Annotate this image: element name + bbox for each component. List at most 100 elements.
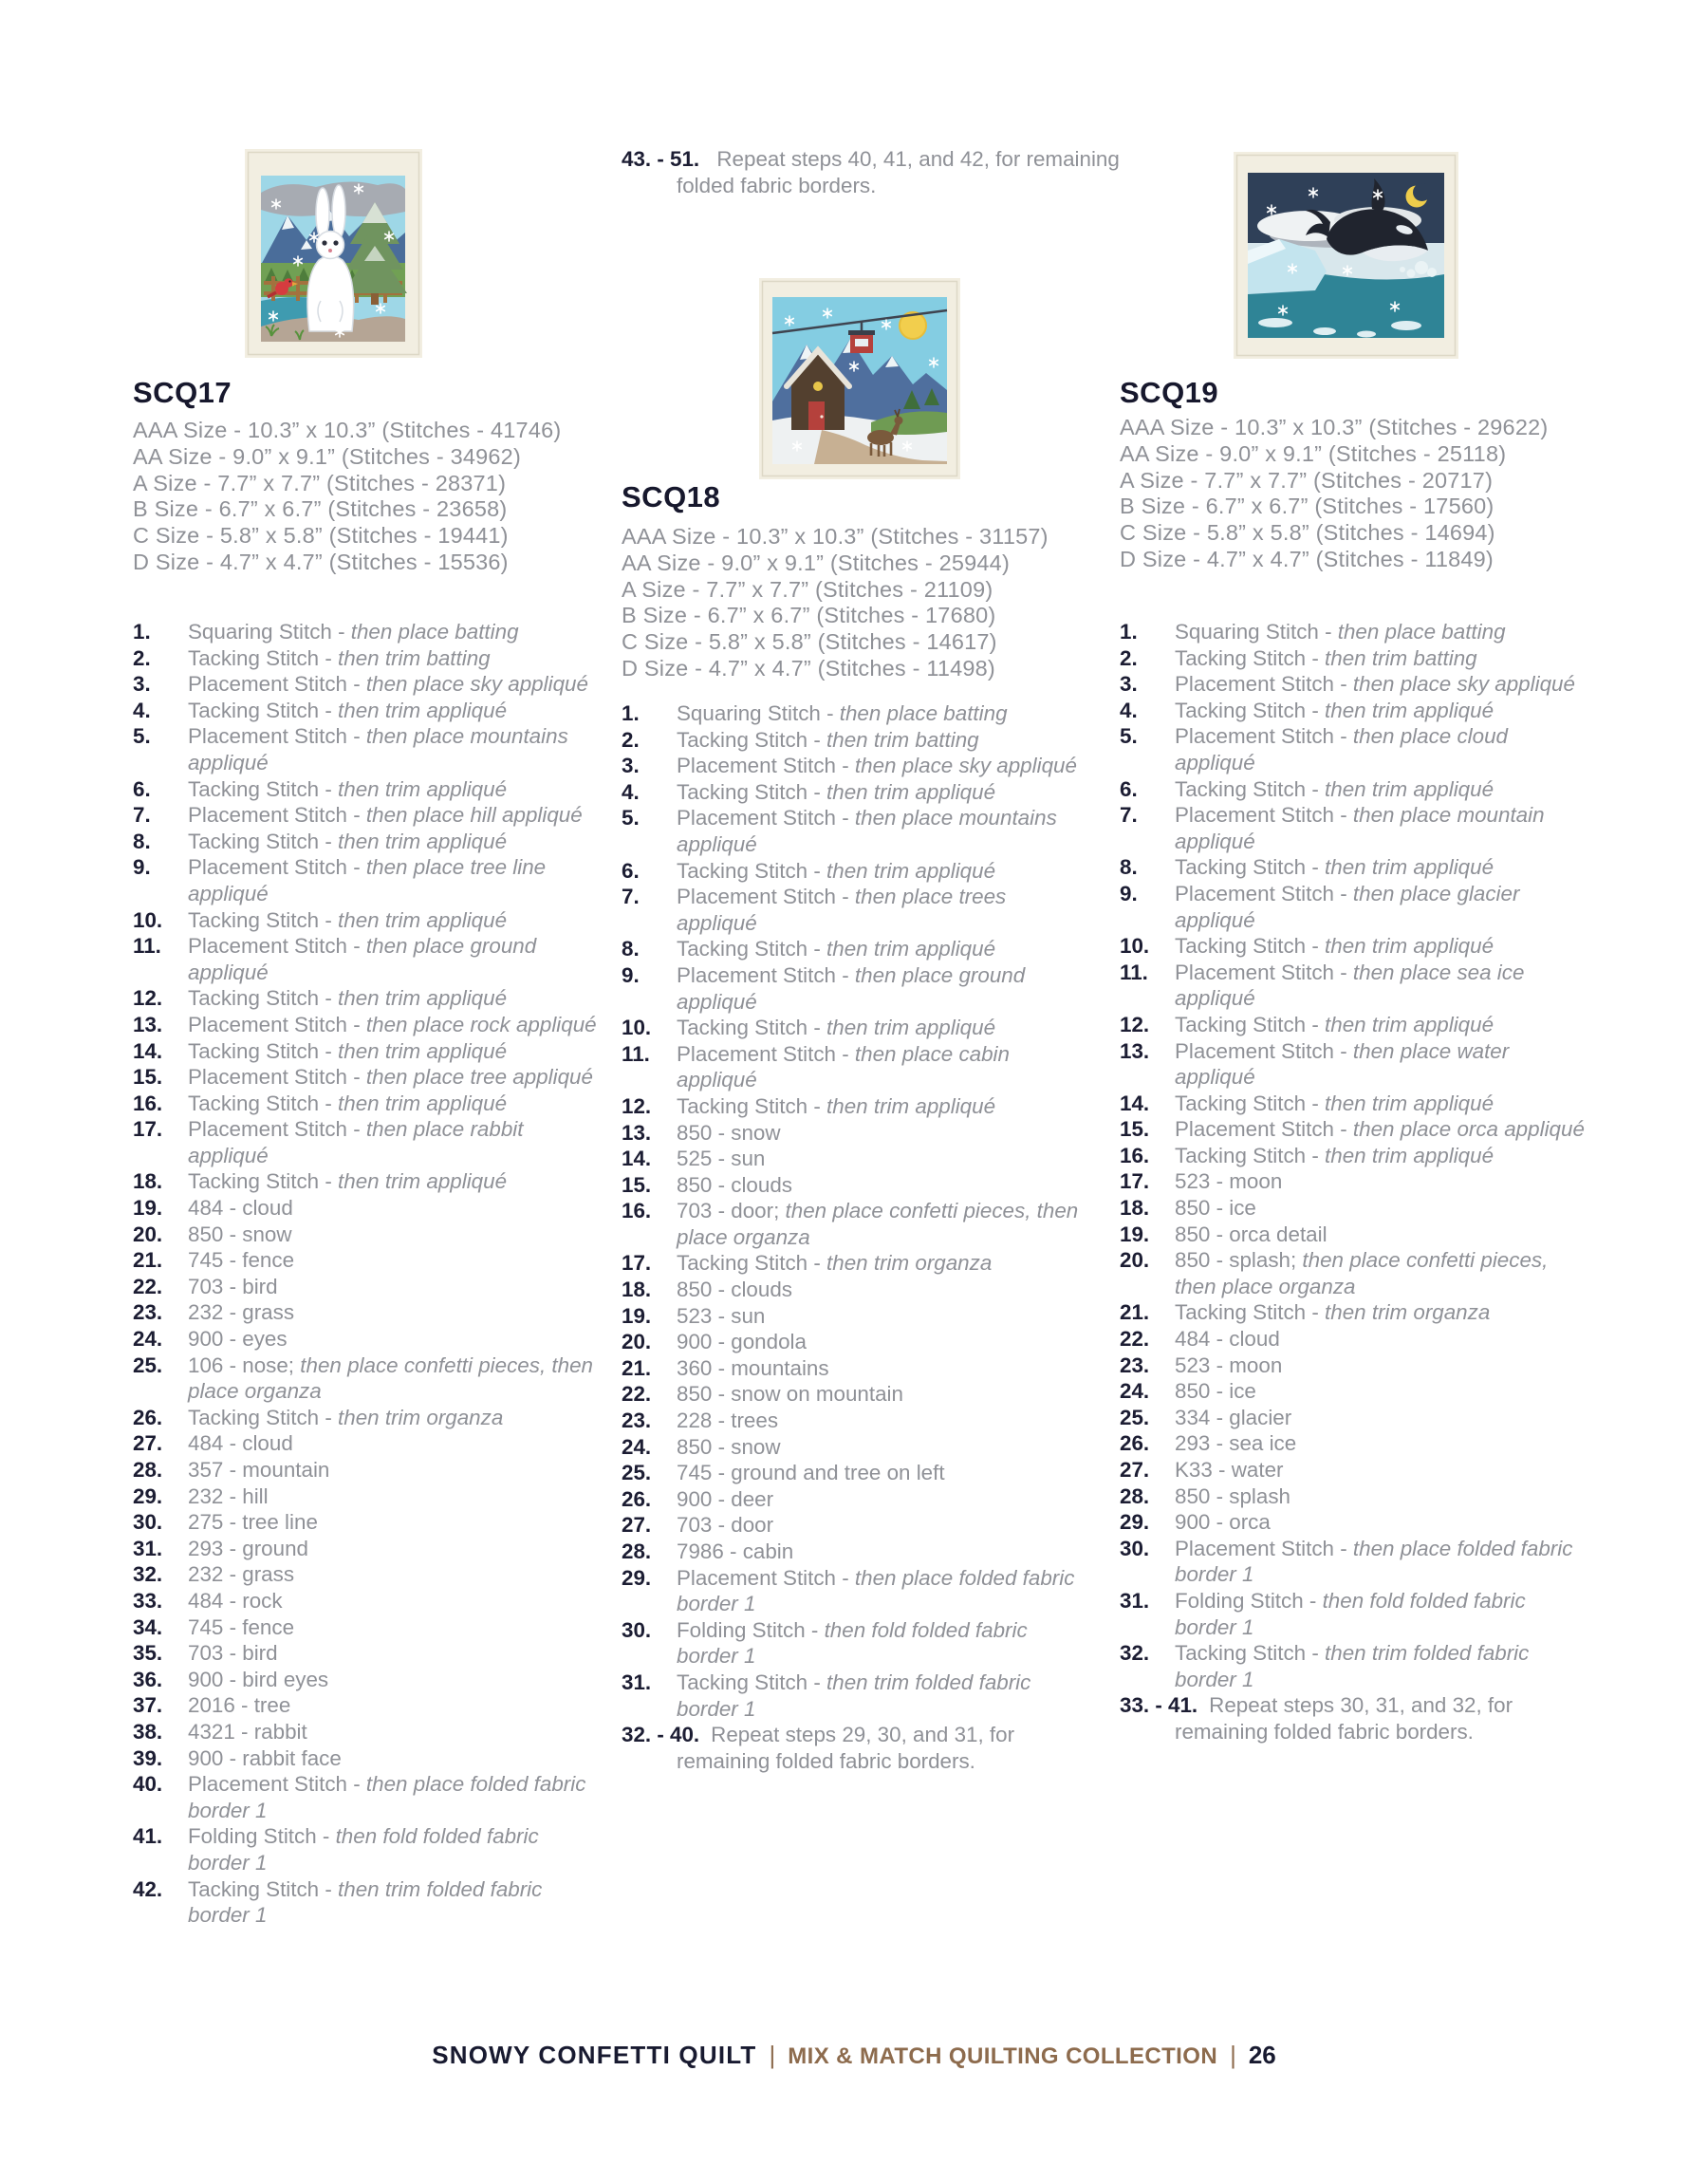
step-text: Placement Stitch - then place rock appli… [188,1012,597,1036]
step-text: Tacking Stitch - then trim appliqué [1175,1091,1494,1115]
step-number: 28. [622,1539,652,1563]
step-text: 850 - snow [677,1434,781,1459]
step-item: 22. 703 - bird [133,1274,600,1300]
step-text: Placement Stitch - then place cabin appl… [677,1041,1010,1092]
step-text: Tacking Stitch - then trim folded fabric… [188,1876,543,1928]
step-number: 5. [133,724,151,749]
step-text: 2016 - tree [188,1693,291,1718]
step-text: Placement Stitch - then place orca appli… [1175,1117,1585,1142]
step-item: 1. Squaring Stitch - then place batting [622,700,1088,727]
section-title-scq19: SCQ19 [1120,376,1219,409]
step-item: 41. Folding Stitch - then fold folded fab… [133,1823,600,1875]
step-item: 12. Tacking Stitch - then trim appliqué [133,985,600,1012]
step-text: Tacking Stitch - then trim batting [677,727,979,752]
step-number: 4. [622,779,640,804]
size-line: B Size - 6.7” x 6.7” (Stitches - 17680) [622,603,996,628]
step-item: 15. 850 - clouds [622,1172,1088,1199]
step-number: 24. [622,1434,652,1459]
pine-tree [343,202,407,305]
step-number: 3. [622,754,640,778]
step-item: 28. 357 - mountain [133,1457,600,1483]
step-text: Placement Stitch - then place ground app… [677,962,1026,1014]
size-line: AAA Size - 10.3” x 10.3” (Stitches - 417… [133,418,562,442]
step-item: 4. Tacking Stitch - then trim appliqué [622,779,1088,806]
step-number: 35. [133,1641,163,1666]
step-item: 31. Tacking Stitch - then trim folded fab… [622,1670,1088,1722]
step-number: 7. [133,803,151,828]
step-item: 25. 334 - glacier [1120,1405,1587,1431]
step-number: 1. [622,701,640,725]
step-text: Tacking Stitch - then trim appliqué [188,776,508,801]
step-text: Tacking Stitch - then trim appliqué [188,986,508,1011]
step-number: 42. [133,1876,163,1901]
step-text: Placement Stitch - then place mountains … [677,806,1057,856]
step-number: 32. [133,1562,163,1587]
step-text: Placement Stitch - then place sea ice ap… [1175,960,1525,1011]
step-item: 20. 900 - gondola [622,1329,1088,1355]
step-item: 9. Placement Stitch - then place tree lin… [133,854,600,906]
step-number: 38. [133,1719,163,1744]
step-item: 17. Tacking Stitch - then trim organza [622,1250,1088,1277]
step-item: 32. - 40. Repeat steps 29, 30, and 31, fo… [622,1722,1088,1774]
step-text: Tacking Stitch - then trim batting [1175,645,1477,670]
step-text: 850 - ice [1175,1196,1256,1221]
size-line: D Size - 4.7” x 4.7” (Stitches - 15536) [133,549,509,574]
step-item: 15. Placement Stitch - then place tree ap… [133,1064,600,1091]
step-number: 1. [133,620,151,644]
step-number: 3. [1120,672,1138,697]
step-text: 293 - ground [188,1536,308,1560]
step-text: Tacking Stitch - then trim appliqué [188,1091,508,1115]
step-item: 3. Placement Stitch - then place sky appl… [622,753,1088,779]
size-list-scq17: AAA Size - 10.3” x 10.3” (Stitches - 417… [133,418,561,576]
step-number: 1. [1120,620,1138,644]
step-text: 4321 - rabbit [188,1719,307,1744]
step-text: 228 - trees [677,1409,779,1433]
step-number: 3. [133,672,151,697]
step-number: 23. [1120,1353,1150,1377]
step-item: 3. Placement Stitch - then place sky appl… [1120,671,1587,698]
step-number: 2. [133,645,151,670]
step-text: 900 - eyes [188,1327,288,1352]
step-text: Placement Stitch - then place mountain a… [1175,803,1545,853]
step-text: 703 - bird [188,1641,278,1666]
step-item: 30. 275 - tree line [133,1509,600,1536]
step-item: 22. 484 - cloud [1120,1326,1587,1353]
step-text: Tacking Stitch - then trim appliqué [677,937,996,961]
step-text: 106 - nose; then place confetti pieces, … [188,1353,593,1404]
step-text: Tacking Stitch - then trim folded fabric… [677,1670,1031,1721]
step-text: 484 - cloud [1175,1327,1280,1352]
step-text: Repeat steps 29, 30, and 31, for remaini… [677,1723,1015,1773]
step-text: 7986 - cabin [677,1539,794,1563]
step-item: 35. 703 - bird [133,1640,600,1667]
step-text: Tacking Stitch - then trim appliqué [677,858,996,883]
step-item: 26. 900 - deer [622,1486,1088,1513]
step-text: Tacking Stitch - then trim appliqué [188,698,508,722]
step-text: Squaring Stitch - then place batting [677,701,1008,725]
step-item: 21. 745 - fence [133,1247,600,1274]
step-item: 1. Squaring Stitch - then place batting [133,619,600,645]
step-item: 30. Folding Stitch - then fold folded fab… [622,1617,1088,1670]
step-number: 8. [622,937,640,961]
step-number: 18. [133,1169,163,1194]
step-item: 31. 293 - ground [133,1536,600,1562]
splash [1400,261,1437,278]
step-text: 232 - hill [188,1483,269,1508]
step-text: Placement Stitch - then place ground app… [188,934,537,984]
size-line: AA Size - 9.0” x 9.1” (Stitches - 34962) [133,443,521,469]
step-text: Tacking Stitch - then trim appliqué [1175,934,1494,959]
step-item: 2. Tacking Stitch - then trim batting [133,645,600,672]
step-number: 34. [133,1614,163,1639]
step-number: 13. [133,1012,163,1036]
step-number: 39. [133,1745,163,1770]
deer [867,408,903,457]
footer-separator: | [1230,2041,1236,2069]
step-number: 24. [1120,1379,1150,1404]
step-number: 33. [133,1588,163,1613]
step-text: Repeat steps 40, 41, and 42, for remaini… [677,147,1120,197]
step-item: 17. 523 - moon [1120,1168,1587,1195]
step-number: 6. [622,858,640,883]
step-number: 8. [1120,855,1138,880]
grass [265,324,305,341]
step-item: 4. Tacking Stitch - then trim appliqué [1120,698,1587,724]
step-item: 11. Placement Stitch - then place sea ice… [1120,960,1587,1012]
